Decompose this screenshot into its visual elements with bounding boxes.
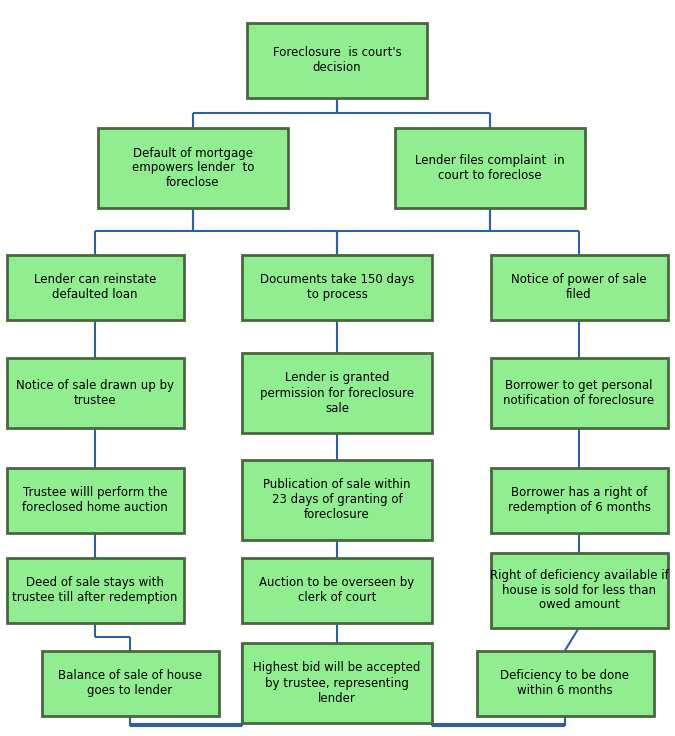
Text: Notice of power of sale
filed: Notice of power of sale filed [511, 273, 647, 301]
FancyBboxPatch shape [477, 651, 653, 715]
FancyBboxPatch shape [7, 358, 184, 428]
FancyBboxPatch shape [242, 353, 432, 433]
Text: Deed of sale stays with
trustee till after redemption: Deed of sale stays with trustee till aft… [12, 576, 178, 604]
Text: Deficiency to be done
within 6 months: Deficiency to be done within 6 months [500, 669, 630, 697]
FancyBboxPatch shape [242, 557, 432, 623]
FancyBboxPatch shape [491, 467, 668, 533]
Text: Balance of sale of house
goes to lender: Balance of sale of house goes to lender [58, 669, 202, 697]
Text: Default of mortgage
empowers lender  to
foreclose: Default of mortgage empowers lender to f… [132, 146, 254, 189]
Text: Lender can reinstate
defaulted loan: Lender can reinstate defaulted loan [34, 273, 156, 301]
FancyBboxPatch shape [242, 255, 432, 319]
FancyBboxPatch shape [242, 643, 432, 723]
FancyBboxPatch shape [7, 467, 184, 533]
FancyBboxPatch shape [242, 460, 432, 540]
FancyBboxPatch shape [247, 23, 427, 97]
Text: Borrower has a right of
redemption of 6 months: Borrower has a right of redemption of 6 … [508, 486, 651, 514]
Text: Lender files complaint  in
court to foreclose: Lender files complaint in court to forec… [415, 154, 565, 182]
Text: Borrower to get personal
notification of foreclosure: Borrower to get personal notification of… [504, 379, 655, 407]
FancyBboxPatch shape [41, 651, 219, 715]
Text: Right of deficiency available if
house is sold for less than
owed amount: Right of deficiency available if house i… [489, 568, 668, 612]
Text: Lender is granted
permission for foreclosure
sale: Lender is granted permission for foreclo… [260, 372, 414, 414]
Text: Auction to be overseen by
clerk of court: Auction to be overseen by clerk of court [259, 576, 414, 604]
Text: Highest bid will be accepted
by trustee, representing
lender: Highest bid will be accepted by trustee,… [253, 662, 421, 704]
Text: Foreclosure  is court's
decision: Foreclosure is court's decision [273, 46, 402, 74]
FancyBboxPatch shape [7, 557, 184, 623]
Text: Notice of sale drawn up by
trustee: Notice of sale drawn up by trustee [16, 379, 174, 407]
FancyBboxPatch shape [491, 255, 668, 319]
FancyBboxPatch shape [98, 128, 288, 208]
FancyBboxPatch shape [395, 128, 585, 208]
FancyBboxPatch shape [7, 255, 184, 319]
FancyBboxPatch shape [491, 553, 668, 628]
Text: Documents take 150 days
to process: Documents take 150 days to process [260, 273, 414, 301]
Text: Publication of sale within
23 days of granting of
foreclosure: Publication of sale within 23 days of gr… [263, 478, 411, 522]
Text: Trustee willl perform the
foreclosed home auction: Trustee willl perform the foreclosed hom… [22, 486, 168, 514]
FancyBboxPatch shape [491, 358, 668, 428]
